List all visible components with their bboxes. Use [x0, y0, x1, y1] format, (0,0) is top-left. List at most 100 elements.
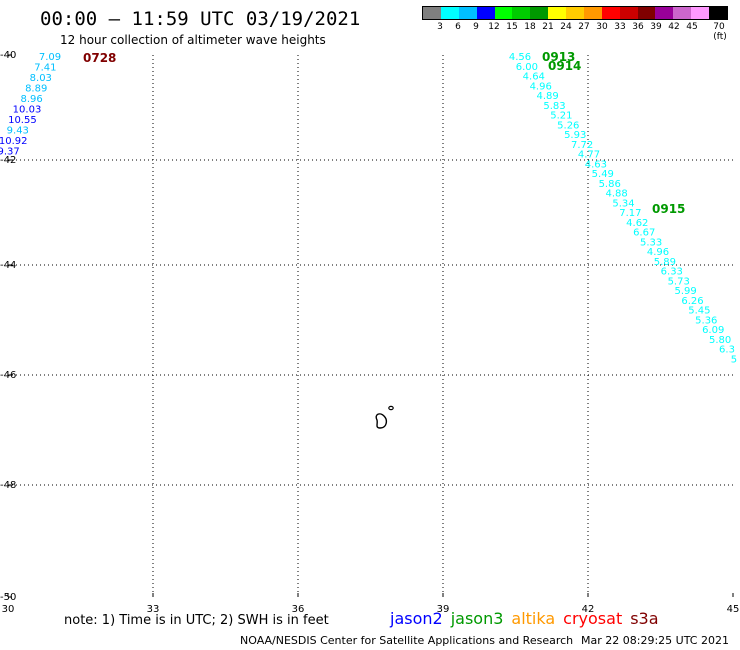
colorbar-tick-label: 6: [455, 22, 461, 32]
wave-height-value: 9.43: [7, 126, 29, 137]
satellite-legend-item: jason3: [450, 609, 504, 628]
colorbar-tick-label: 24: [560, 22, 572, 32]
wave-height-value: 10.92: [0, 136, 28, 147]
wave-height-value: 5.73: [668, 276, 690, 287]
satellite-legend-item: altika: [511, 609, 556, 628]
colorbar-swatch: [673, 7, 692, 19]
colorbar-swatch: [440, 7, 459, 19]
wave-height-value: 6.09: [702, 325, 724, 336]
pass-time-label: 0915: [652, 202, 685, 216]
lon-label: 33: [147, 604, 160, 615]
colorbar-swatch: [494, 7, 513, 19]
wave-height-value: 5.99: [674, 286, 696, 297]
wave-height-value: 4.89: [536, 91, 558, 102]
wave-height-value: 5.86: [599, 179, 621, 190]
satellite-legend: jason2 jason3 altika cryosat s3a: [390, 609, 667, 628]
wave-height-value: 6.00: [516, 62, 538, 73]
map-subtitle: 12 hour collection of altimeter wave hei…: [60, 33, 326, 47]
wave-height-value: 6.26: [681, 296, 703, 307]
wave-height-value: 5.49: [592, 169, 614, 180]
colorbar-swatch: [566, 7, 584, 19]
wave-height-value: 8.03: [30, 73, 52, 84]
wave-height-value: 5.26: [557, 120, 579, 131]
map-title: 00:00 – 11:59 UTC 03/19/2021: [40, 8, 361, 30]
wave-height-value: 4.77: [578, 150, 600, 161]
lon-label: 42: [582, 604, 595, 615]
island-outline: [388, 405, 394, 411]
island-outline: [375, 413, 388, 429]
lon-label: 36: [292, 604, 305, 615]
colorbar-tick-label: 33: [614, 22, 626, 32]
wave-height-value: 4.64: [523, 72, 545, 83]
satellite-legend-item: jason2: [390, 609, 443, 628]
colorbar-tick-label: 21: [542, 22, 554, 32]
wave-height-value: 5.45: [688, 306, 710, 317]
colorbar-tick-label: 12: [488, 22, 500, 32]
pass-time-label: 0728: [83, 51, 116, 65]
colorbar-swatch: [548, 7, 566, 19]
wave-height-value: 6.67: [633, 228, 655, 239]
wave-height-value: 4.63: [585, 159, 607, 170]
colorbar-swatch: [691, 7, 709, 19]
colorbar-swatch: [530, 7, 549, 19]
wave-height-value: 10.55: [8, 115, 37, 126]
colorbar-tick-label: 18: [524, 22, 536, 32]
pass-time-label: 0913: [542, 50, 575, 64]
wave-height-value: 5.93: [564, 130, 586, 141]
colorbar-swatch: [458, 7, 477, 19]
colorbar-swatch: [423, 7, 441, 19]
wave-height-value: 7.41: [34, 63, 56, 74]
wave-height-value: 5.21: [550, 111, 572, 122]
colorbar-swatch: [476, 7, 495, 19]
wave-height-value: 8.89: [25, 84, 47, 95]
colorbar-tick-label: 42: [668, 22, 680, 32]
wave-height-value: 6.3: [719, 345, 735, 356]
colorbar-tick-label: 70 (ft): [713, 22, 727, 42]
colorbar-tick-label: 39: [650, 22, 662, 32]
wave-height-value: 4.88: [605, 189, 627, 200]
footnote: note: 1) Time is in UTC; 2) SWH is in fe…: [64, 613, 329, 628]
satellite-legend-item: cryosat: [563, 609, 623, 628]
wave-height-value: 4.56: [509, 52, 531, 63]
wave-height-colorbar: [422, 6, 728, 20]
wave-height-value: 7.09: [39, 52, 61, 63]
colorbar-swatch: [512, 7, 531, 19]
generated-timestamp: Mar 22 08:29:25 UTC 2021: [581, 634, 729, 647]
colorbar-tick-label: 45: [686, 22, 698, 32]
wave-height-value: 6.33: [661, 267, 683, 278]
colorbar-swatch: [601, 7, 620, 19]
colorbar-tick-label: 30: [596, 22, 608, 32]
lon-label: 30: [2, 604, 15, 615]
colorbar-tick-label: 36: [632, 22, 644, 32]
colorbar-labels: 3 6 9 12 15 18 21 24 27 30 33 36 39 42 45 70 (ft): [422, 22, 728, 42]
credit-line: NOAA/NESDIS Center for Satellite Applica…: [240, 634, 574, 647]
wave-height-value: 7.17: [619, 208, 641, 219]
wave-height-value: 5: [731, 354, 737, 365]
colorbar-swatch: [637, 7, 656, 19]
wave-height-value: 4.62: [626, 218, 648, 229]
colorbar-swatch: [583, 7, 602, 19]
pass-time-label: 0914: [548, 59, 581, 73]
wave-height-value: 5.36: [695, 315, 717, 326]
lon-label: 39: [437, 604, 450, 615]
wave-height-value: 5.80: [709, 335, 731, 346]
colorbar-tick-label: 9: [473, 22, 479, 32]
colorbar-tick-label: 3: [437, 22, 443, 32]
wave-height-value: 8.96: [20, 94, 42, 105]
wave-height-value: 5.89: [654, 257, 676, 268]
wave-height-value: 7.72: [571, 140, 593, 151]
wave-height-value: 4.96: [647, 247, 669, 258]
wave-height-value: 10.03: [13, 105, 42, 116]
colorbar-swatch: [655, 7, 674, 19]
wave-height-value: 9.37: [0, 147, 20, 158]
colorbar-swatch: [619, 7, 638, 19]
wave-height-value: 5.33: [640, 237, 662, 248]
wave-height-value: 5.34: [612, 198, 634, 209]
colorbar-tick-label: 15: [506, 22, 518, 32]
satellite-legend-item: s3a: [630, 609, 659, 628]
colorbar-swatch: [709, 7, 727, 19]
colorbar-tick-label: 27: [578, 22, 590, 32]
lon-label: 45: [727, 604, 740, 615]
wave-height-value: 5.83: [543, 101, 565, 112]
